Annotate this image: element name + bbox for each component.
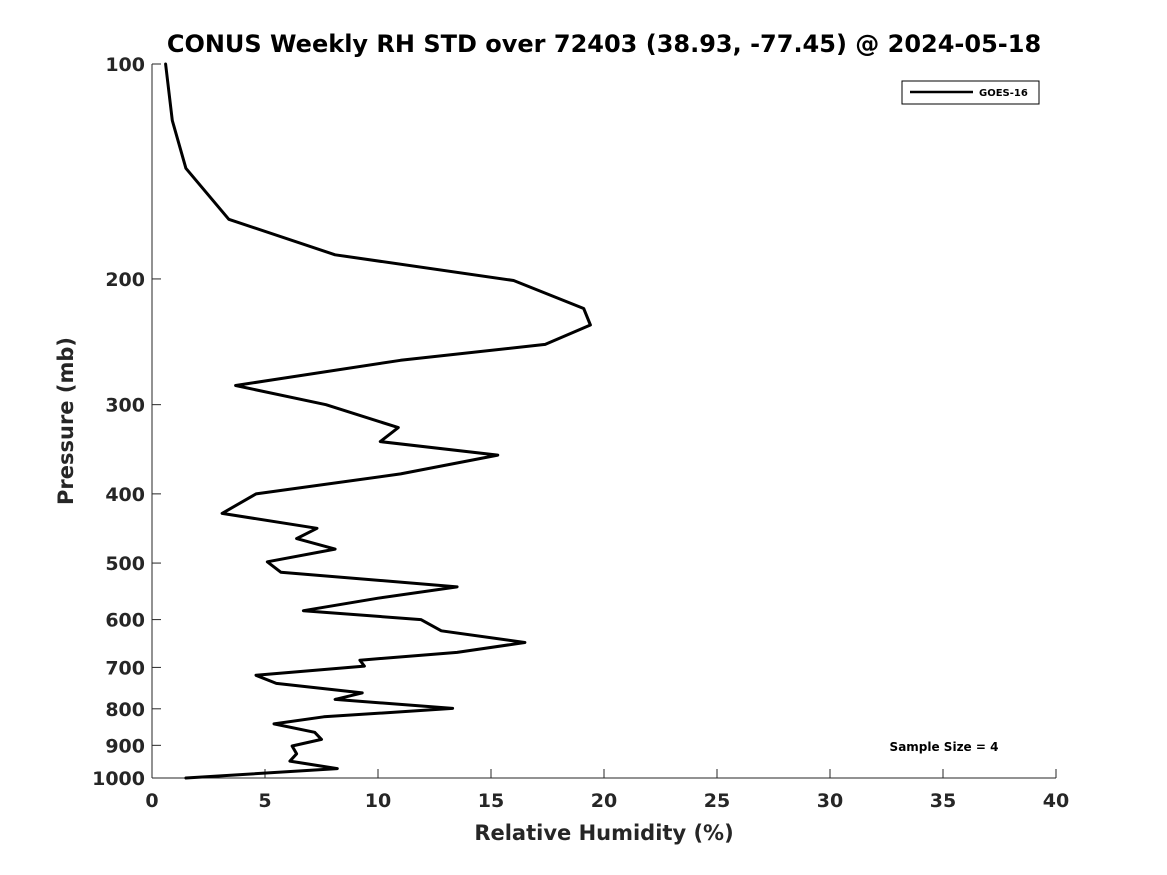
series-layer (164, 62, 592, 780)
y-tick-label: 600 (105, 610, 145, 632)
x-tick-label: 0 (145, 790, 158, 812)
y-tick-label: 800 (105, 699, 145, 721)
legend: GOES-16 (901, 80, 1040, 105)
x-tick-label: 5 (258, 790, 271, 812)
x-axis-label: Relative Humidity (%) (474, 821, 733, 845)
y-axis-label: Pressure (mb) (54, 337, 78, 505)
legend-entry-goes-16: GOES-16 (979, 88, 1028, 99)
x-tick-label: 15 (478, 790, 504, 812)
axes (151, 64, 1056, 779)
x-tick-label: 25 (704, 790, 730, 812)
x-tick-label: 10 (365, 790, 391, 812)
y-tick-label: 700 (105, 657, 145, 679)
y-tick-label: 100 (105, 54, 145, 76)
y-tick-label: 500 (105, 553, 145, 575)
x-tick-label: 40 (1043, 790, 1069, 812)
y-tick-label: 400 (105, 484, 145, 506)
series-line-goes-16 (164, 62, 592, 780)
x-axis-ticks: 0 5 10 15 20 25 30 35 40 (145, 769, 1069, 812)
y-axis-ticks: 100 200 300 400 500 600 700 800 900 1000 (92, 54, 161, 790)
sample-size-annotation: Sample Size = 4 (890, 740, 999, 754)
x-tick-label: 30 (817, 790, 843, 812)
y-tick-label: 900 (105, 735, 145, 757)
y-tick-label: 300 (105, 395, 145, 417)
x-tick-label: 35 (930, 790, 956, 812)
x-tick-label: 20 (591, 790, 617, 812)
y-tick-label: 200 (105, 269, 145, 291)
chart-title: CONUS Weekly RH STD over 72403 (38.93, -… (167, 30, 1041, 58)
y-tick-label: 1000 (92, 768, 145, 790)
